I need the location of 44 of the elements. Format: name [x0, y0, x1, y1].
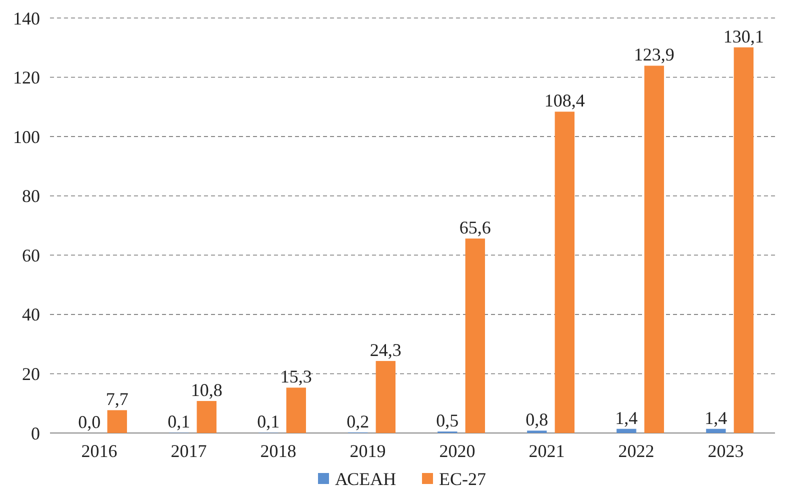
bar [616, 428, 636, 433]
data-label: 0,1 [257, 412, 280, 432]
y-tick-label: 20 [22, 364, 40, 384]
data-label: 10,8 [190, 380, 222, 400]
y-tick-label: 80 [22, 186, 40, 206]
x-tick-label: 2023 [708, 441, 744, 461]
x-tick-label: 2016 [81, 441, 118, 461]
bar [376, 360, 396, 433]
bar [107, 410, 127, 433]
y-tick-label: 60 [22, 245, 40, 266]
data-label: 123,9 [634, 44, 674, 65]
x-tick-label: 2021 [528, 441, 565, 461]
data-label: 15,3 [280, 366, 312, 387]
y-tick-label: 100 [13, 126, 40, 147]
data-label: 0,2 [346, 411, 370, 432]
x-tick-label: 2019 [350, 441, 386, 461]
bar [644, 66, 664, 433]
x-tick-label: 2018 [260, 441, 296, 461]
data-label: 130,1 [723, 26, 764, 46]
y-tick-label: 140 [13, 8, 40, 28]
data-label: 0,5 [436, 410, 459, 431]
data-label: 7,7 [106, 389, 128, 410]
y-tick-label: 0 [31, 423, 40, 444]
y-tick-label: 40 [22, 304, 40, 325]
bar [465, 238, 485, 433]
data-label: 24,3 [370, 340, 402, 360]
legend-label: ЕС-27 [439, 469, 486, 489]
bar [196, 400, 216, 433]
x-tick-label: 2017 [170, 441, 207, 461]
legend-label: АСЕАН [335, 469, 396, 489]
bar [286, 388, 306, 433]
bar [734, 47, 754, 433]
x-tick-label: 2020 [439, 441, 476, 461]
data-label: 0,8 [526, 410, 548, 430]
data-label: 0,1 [168, 412, 190, 432]
bar [554, 112, 575, 433]
data-label: 65,6 [459, 218, 491, 238]
y-tick-label: 120 [13, 68, 40, 88]
data-label: 1,4 [704, 408, 728, 428]
x-tick-label: 2022 [618, 441, 654, 461]
data-label: 0,0 [78, 412, 101, 432]
bar [706, 428, 726, 433]
data-label: 108,4 [544, 90, 585, 111]
data-label: 1,4 [615, 408, 638, 428]
